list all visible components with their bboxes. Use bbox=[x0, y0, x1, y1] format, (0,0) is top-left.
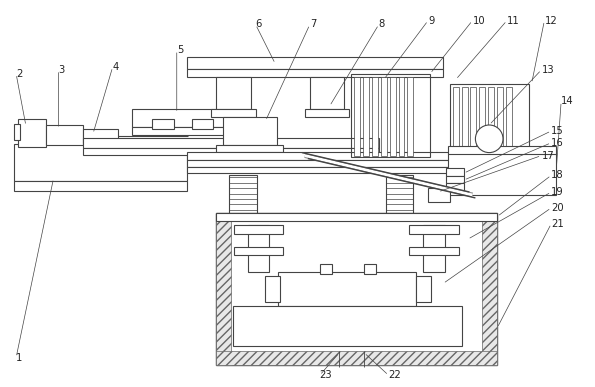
Bar bbox=[471, 87, 477, 156]
Bar bbox=[423, 224, 445, 272]
Text: 2: 2 bbox=[16, 69, 23, 79]
Text: 17: 17 bbox=[541, 151, 554, 161]
Bar bbox=[483, 213, 497, 365]
Bar bbox=[305, 109, 349, 117]
Text: 19: 19 bbox=[552, 187, 564, 197]
Bar bbox=[448, 152, 556, 195]
Bar bbox=[192, 119, 213, 129]
Bar bbox=[216, 351, 497, 365]
Bar bbox=[211, 109, 256, 117]
Bar bbox=[83, 129, 118, 143]
Bar bbox=[187, 168, 517, 173]
Text: 6: 6 bbox=[256, 19, 262, 29]
Bar bbox=[399, 77, 405, 156]
Text: 7: 7 bbox=[310, 19, 316, 29]
Bar bbox=[446, 176, 464, 183]
Bar bbox=[428, 188, 450, 202]
Bar bbox=[234, 247, 283, 255]
Bar bbox=[448, 146, 556, 154]
Text: 23: 23 bbox=[320, 370, 332, 380]
Bar bbox=[497, 87, 503, 156]
Text: 22: 22 bbox=[389, 370, 402, 380]
Bar bbox=[462, 87, 468, 156]
Bar bbox=[234, 224, 283, 235]
Bar bbox=[506, 87, 512, 156]
Bar bbox=[310, 77, 345, 109]
Bar bbox=[351, 74, 430, 156]
Bar bbox=[216, 213, 497, 221]
Bar bbox=[216, 213, 231, 365]
Bar bbox=[446, 183, 464, 191]
Text: 3: 3 bbox=[58, 65, 65, 75]
Bar bbox=[187, 69, 443, 77]
Text: 10: 10 bbox=[472, 15, 485, 26]
Text: 18: 18 bbox=[552, 170, 564, 180]
Bar bbox=[409, 247, 459, 255]
Bar bbox=[187, 161, 517, 168]
Bar bbox=[187, 57, 443, 69]
Text: 14: 14 bbox=[561, 96, 574, 106]
Bar bbox=[354, 77, 360, 156]
Text: 15: 15 bbox=[552, 126, 564, 136]
Bar bbox=[386, 175, 414, 217]
Bar bbox=[216, 77, 250, 109]
Bar bbox=[363, 77, 369, 156]
Bar bbox=[216, 213, 497, 365]
Text: 20: 20 bbox=[552, 203, 564, 213]
Bar bbox=[416, 276, 431, 302]
Bar bbox=[133, 109, 231, 127]
Bar bbox=[233, 307, 462, 346]
Bar bbox=[18, 119, 46, 147]
Bar bbox=[265, 276, 280, 302]
Bar bbox=[390, 77, 396, 156]
Bar bbox=[216, 145, 283, 152]
Text: 4: 4 bbox=[112, 62, 119, 72]
Bar bbox=[187, 152, 517, 161]
Bar bbox=[320, 264, 331, 274]
Bar bbox=[278, 272, 416, 307]
Bar bbox=[14, 181, 187, 191]
Bar bbox=[14, 144, 187, 181]
Circle shape bbox=[475, 125, 503, 152]
Text: 16: 16 bbox=[552, 138, 564, 148]
Bar bbox=[381, 77, 387, 156]
Bar bbox=[133, 127, 231, 135]
Bar bbox=[83, 148, 379, 154]
Bar bbox=[83, 138, 379, 148]
Bar bbox=[450, 84, 528, 156]
Text: 5: 5 bbox=[177, 45, 183, 55]
Bar bbox=[14, 124, 20, 140]
Bar bbox=[488, 87, 494, 156]
Bar bbox=[248, 224, 270, 272]
Text: 11: 11 bbox=[507, 15, 519, 26]
Bar bbox=[46, 125, 83, 145]
Bar bbox=[364, 264, 376, 274]
Text: 13: 13 bbox=[541, 65, 554, 75]
Bar bbox=[480, 87, 486, 156]
Bar bbox=[152, 119, 174, 129]
Text: 21: 21 bbox=[552, 219, 564, 229]
Text: 1: 1 bbox=[16, 353, 23, 363]
Bar bbox=[408, 77, 414, 156]
Text: 12: 12 bbox=[544, 15, 557, 26]
Bar bbox=[453, 87, 459, 156]
Bar bbox=[446, 168, 464, 176]
Bar bbox=[372, 77, 378, 156]
Text: 8: 8 bbox=[379, 19, 385, 29]
Bar bbox=[229, 175, 256, 217]
Text: 9: 9 bbox=[428, 15, 434, 26]
Bar bbox=[409, 224, 459, 235]
Bar bbox=[223, 117, 277, 145]
